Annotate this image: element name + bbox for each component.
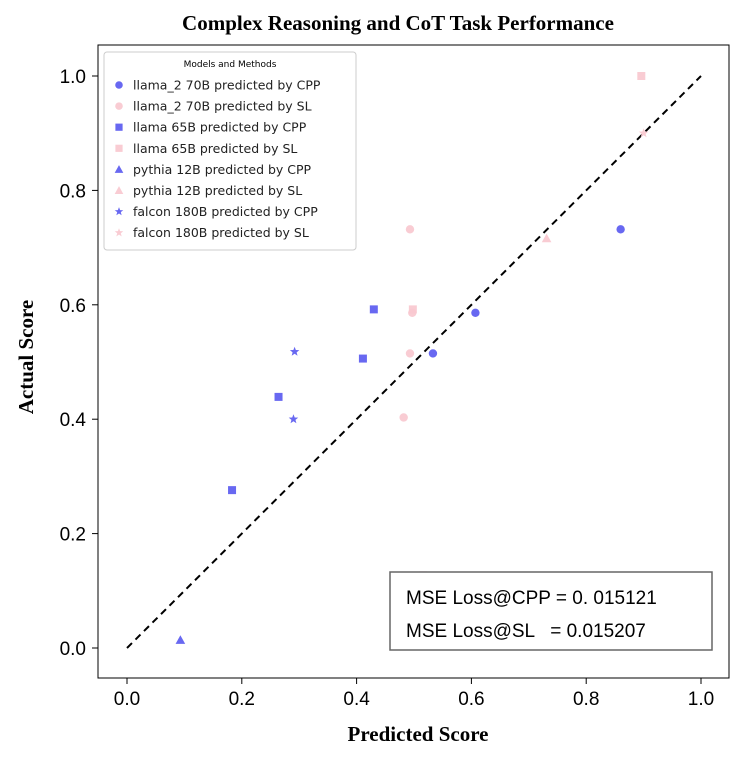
circle-point-llama-2-70b-predicted-by-cpp [471,308,480,318]
star-point-falcon-180b-predicted-by-cpp [288,414,299,424]
x-axis-label: Predicted Score [348,722,489,746]
x-tick-label: 0.8 [573,689,599,710]
square-point-llama-65b-predicted-by-sl [637,72,646,80]
square-point-llama-65b-predicted-by-cpp [358,354,367,363]
legend-marker-star [114,207,124,216]
legend-item-label: llama 65B predicted by SL [133,141,297,156]
y-tick-label: 0.8 [60,181,86,202]
mse-sl-text: MSE Loss@SL = 0.015207 [406,621,646,642]
circle-point-llama-2-70b-predicted-by-cpp [616,225,625,234]
axis-ticks: 0.0 0.2 0.4 0.6 0.8 1.0 0.0 0.2 0.4 0.6 0.8 1.0 [60,67,715,710]
square-point-llama-65b-predicted-by-cpp [274,392,283,401]
legend-box [103,51,357,251]
x-tick-label: 1.0 [688,689,714,710]
x-tick-label: 0.4 [343,689,370,710]
legend: Models and Methods llama_2 70B predicted… [103,51,357,251]
legend-item-label: llama_2 70B predicted by CPP [133,78,321,93]
legend-marker-circle [115,102,123,110]
mse-annotation-box [389,571,713,651]
y-tick-label: 1.0 [60,67,86,88]
x-tick-label: 0.2 [229,689,255,710]
legend-marker-triangle [114,186,124,194]
legend-title: Models and Methods [184,60,277,70]
x-tick-label: 0.0 [114,689,140,710]
square-point-llama-65b-predicted-by-cpp [369,305,378,314]
legend-item-label: llama_2 70B predicted by SL [133,99,312,114]
circle-point-llama-2-70b-predicted-by-sl [399,413,408,422]
legend-marker-square [115,144,123,152]
legend-marker-square [115,123,123,131]
square-point-llama-65b-predicted-by-cpp [228,486,237,495]
chart-title: Complex Reasoning and CoT Task Performan… [182,11,614,35]
circle-point-llama-2-70b-predicted-by-sl [405,225,415,234]
legend-entries: llama_2 70B predicted by CPP llama_2 70B … [114,78,321,240]
y-tick-label: 0.2 [60,525,86,546]
legend-item-label: pythia 12B predicted by SL [133,183,302,198]
legend-item-label: pythia 12B predicted by CPP [133,162,312,177]
data-points [175,72,649,644]
star-point-falcon-180b-predicted-by-sl [638,128,649,138]
star-point-falcon-180b-predicted-by-cpp [289,346,300,356]
legend-marker-triangle [114,165,124,173]
mse-cpp-text: MSE Loss@CPP = 0. 015121 [406,588,657,609]
x-tick-label: 0.6 [458,689,484,710]
legend-marker-star [114,228,124,237]
legend-item-label: falcon 180B predicted by SL [133,225,309,240]
mse-annotation: MSE Loss@CPP = 0. 015121 MSE Loss@SL = 0… [389,571,713,651]
y-axis-label: Actual Score [14,300,38,415]
circle-point-llama-2-70b-predicted-by-sl [405,349,415,358]
y-tick-label: 0.6 [60,296,86,317]
legend-item-label: llama 65B predicted by CPP [133,120,307,135]
reference-line-y-equals-x [126,75,702,649]
legend-item-label: falcon 180B predicted by CPP [133,204,318,219]
square-point-llama-65b-predicted-by-sl [408,305,417,314]
legend-marker-circle [115,81,123,89]
circle-point-llama-2-70b-predicted-by-cpp [428,349,438,358]
triangle-point-pythia-12b-predicted-by-cpp [175,635,186,644]
y-tick-label: 0.4 [60,410,87,431]
y-tick-label: 0.0 [60,639,86,660]
triangle-point-pythia-12b-predicted-by-sl [541,233,552,243]
reference-line-layer [126,75,702,649]
